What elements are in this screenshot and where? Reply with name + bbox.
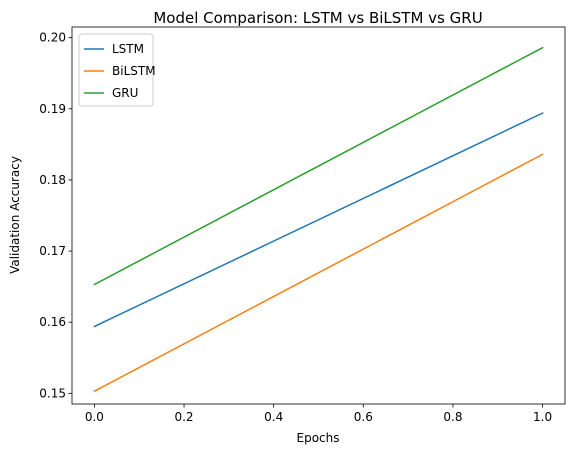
y-axis-ticks: 0.15 0.16 0.17 0.18 0.19 0.20 bbox=[39, 31, 72, 400]
legend-box bbox=[78, 33, 154, 107]
legend-entries: LSTM BiLSTM GRU bbox=[84, 42, 156, 100]
y-tick-label: 0.18 bbox=[39, 173, 66, 187]
y-tick-label: 0.15 bbox=[39, 386, 66, 400]
x-tick-label: 0.2 bbox=[174, 410, 193, 424]
x-axis-ticks: 0.0 0.2 0.4 0.6 0.8 1.0 bbox=[85, 404, 552, 424]
plot-area: 0.0 0.2 0.4 0.6 0.8 1.0 0.150.160.170.180.190… bbox=[39, 26, 566, 424]
plot-frame bbox=[71, 26, 566, 405]
legend-label-lstm: LSTM bbox=[112, 42, 144, 56]
x-tick-label: 0.6 bbox=[354, 410, 373, 424]
y-tick-label: 0.17 bbox=[39, 244, 66, 258]
series-line-gru bbox=[93, 46, 544, 286]
series-line-bilstm bbox=[93, 153, 544, 393]
series-line-lstm bbox=[93, 112, 544, 328]
x-tick-label: 0.0 bbox=[85, 410, 104, 424]
legend: LSTM BiLSTM GRU bbox=[78, 33, 156, 107]
chart-title: Model Comparison: LSTM vs BiLSTM vs GRU bbox=[153, 9, 482, 27]
y-tick-label: 0.19 bbox=[39, 102, 66, 116]
y-axis-label: Validation Accuracy bbox=[8, 156, 22, 274]
x-tick-label: 1.0 bbox=[533, 410, 552, 424]
y-tick-label: 0.16 bbox=[39, 315, 66, 329]
series-layer bbox=[93, 46, 544, 393]
legend-label-bilstm: BiLSTM bbox=[112, 64, 156, 78]
x-tick-label: 0.4 bbox=[264, 410, 283, 424]
x-axis-label: Epochs bbox=[297, 431, 340, 445]
y-tick-label: 0.20 bbox=[39, 31, 66, 45]
x-tick-label: 0.8 bbox=[443, 410, 462, 424]
legend-label-gru: GRU bbox=[112, 86, 138, 100]
